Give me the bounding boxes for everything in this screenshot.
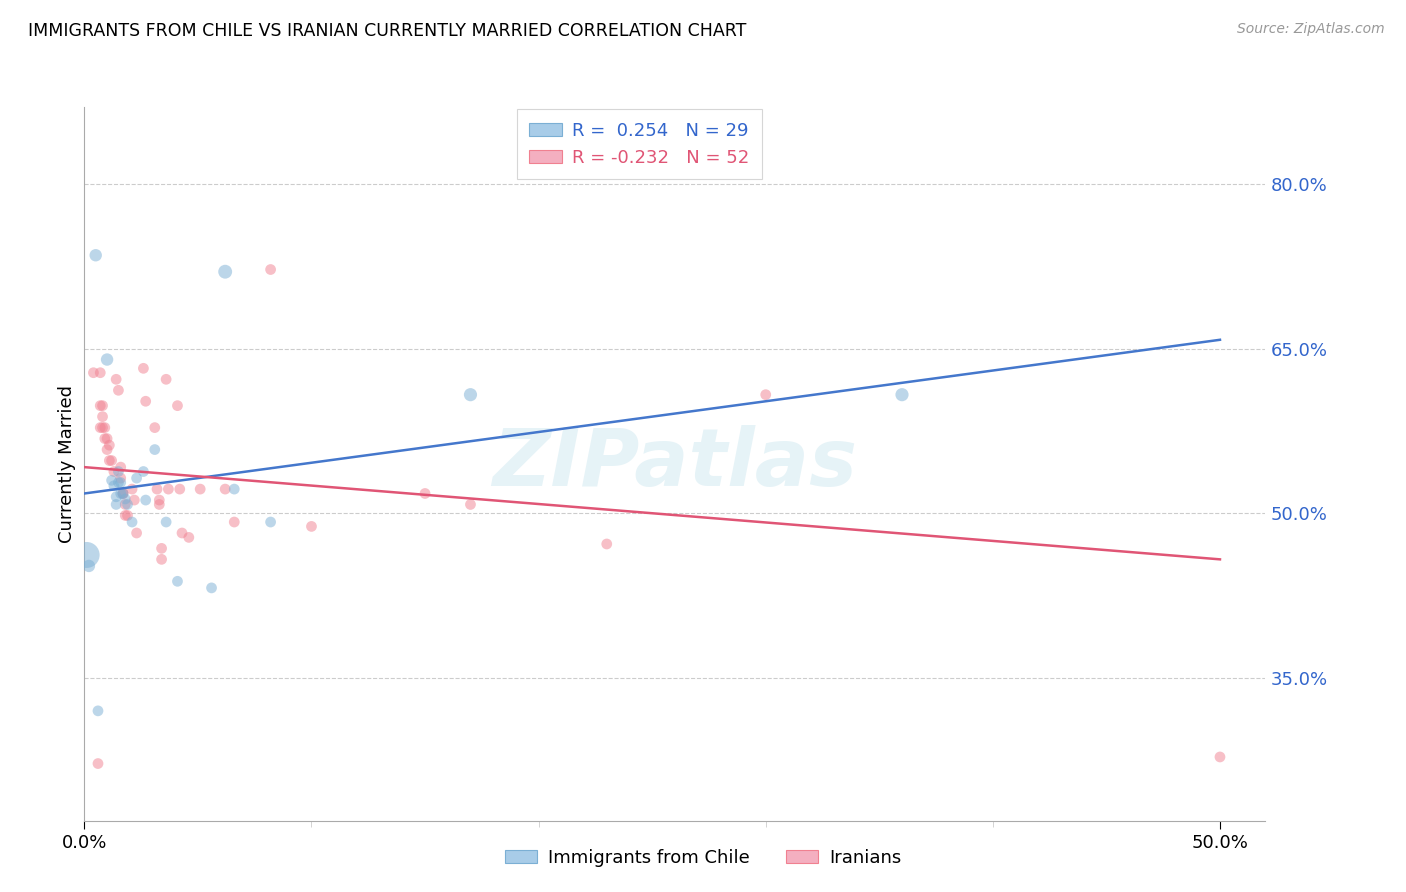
Point xyxy=(77,558,100,573)
Point xyxy=(91,409,114,424)
Point xyxy=(125,526,148,541)
Point xyxy=(114,491,136,506)
Point xyxy=(148,498,170,512)
Point xyxy=(146,482,169,496)
Point xyxy=(117,498,139,512)
Point xyxy=(755,387,778,401)
Point xyxy=(110,471,132,485)
Point xyxy=(124,493,146,508)
Point xyxy=(89,366,111,380)
Point xyxy=(94,420,117,434)
Point xyxy=(135,493,157,508)
Point xyxy=(132,465,155,479)
Point xyxy=(96,432,118,446)
Point xyxy=(114,498,136,512)
Point xyxy=(1209,750,1232,764)
Point xyxy=(460,498,482,512)
Point xyxy=(89,420,111,434)
Point xyxy=(100,453,122,467)
Point xyxy=(103,465,125,479)
Point xyxy=(105,490,128,504)
Y-axis label: Currently Married: Currently Married xyxy=(58,384,76,543)
Point xyxy=(224,482,246,496)
Point xyxy=(135,394,157,409)
Point xyxy=(200,581,222,595)
Text: IMMIGRANTS FROM CHILE VS IRANIAN CURRENTLY MARRIED CORRELATION CHART: IMMIGRANTS FROM CHILE VS IRANIAN CURRENT… xyxy=(28,22,747,40)
Point xyxy=(891,387,914,401)
Point xyxy=(114,508,136,523)
Point xyxy=(188,482,211,496)
Point xyxy=(76,548,98,562)
Point xyxy=(98,453,121,467)
Point xyxy=(82,366,104,380)
Point xyxy=(110,475,132,490)
Point xyxy=(105,372,128,386)
Point xyxy=(103,479,125,493)
Legend: R =  0.254   N = 29, R = -0.232   N = 52: R = 0.254 N = 29, R = -0.232 N = 52 xyxy=(516,109,762,179)
Point xyxy=(87,756,110,771)
Point xyxy=(143,442,166,457)
Point xyxy=(596,537,619,551)
Point xyxy=(98,438,121,452)
Point xyxy=(110,460,132,475)
Point xyxy=(111,486,134,500)
Point xyxy=(125,471,148,485)
Legend: Immigrants from Chile, Iranians: Immigrants from Chile, Iranians xyxy=(498,842,908,874)
Point xyxy=(107,475,129,490)
Point xyxy=(214,265,236,279)
Point xyxy=(177,530,200,544)
Point xyxy=(259,515,281,529)
Point xyxy=(121,482,143,496)
Point xyxy=(155,515,177,529)
Point xyxy=(150,552,173,566)
Point xyxy=(150,541,173,556)
Point xyxy=(111,486,134,500)
Point xyxy=(166,574,188,589)
Point xyxy=(117,508,139,523)
Point xyxy=(157,482,180,496)
Point xyxy=(96,352,118,367)
Point xyxy=(91,399,114,413)
Point xyxy=(100,473,122,487)
Point xyxy=(132,361,155,376)
Text: ZIPatlas: ZIPatlas xyxy=(492,425,858,503)
Text: Source: ZipAtlas.com: Source: ZipAtlas.com xyxy=(1237,22,1385,37)
Point xyxy=(111,486,134,500)
Point xyxy=(107,384,129,398)
Point xyxy=(110,486,132,500)
Point xyxy=(259,262,281,277)
Point xyxy=(301,519,323,533)
Point xyxy=(121,515,143,529)
Point xyxy=(84,248,107,262)
Point xyxy=(87,704,110,718)
Point xyxy=(143,420,166,434)
Point xyxy=(148,493,170,508)
Point xyxy=(96,442,118,457)
Point xyxy=(169,482,191,496)
Point xyxy=(170,526,193,541)
Point xyxy=(94,432,117,446)
Point xyxy=(107,465,129,479)
Point xyxy=(105,498,128,512)
Point xyxy=(91,420,114,434)
Point xyxy=(413,486,436,500)
Point xyxy=(166,399,188,413)
Point xyxy=(214,482,236,496)
Point xyxy=(224,515,246,529)
Point xyxy=(460,387,482,401)
Point xyxy=(155,372,177,386)
Point xyxy=(89,399,111,413)
